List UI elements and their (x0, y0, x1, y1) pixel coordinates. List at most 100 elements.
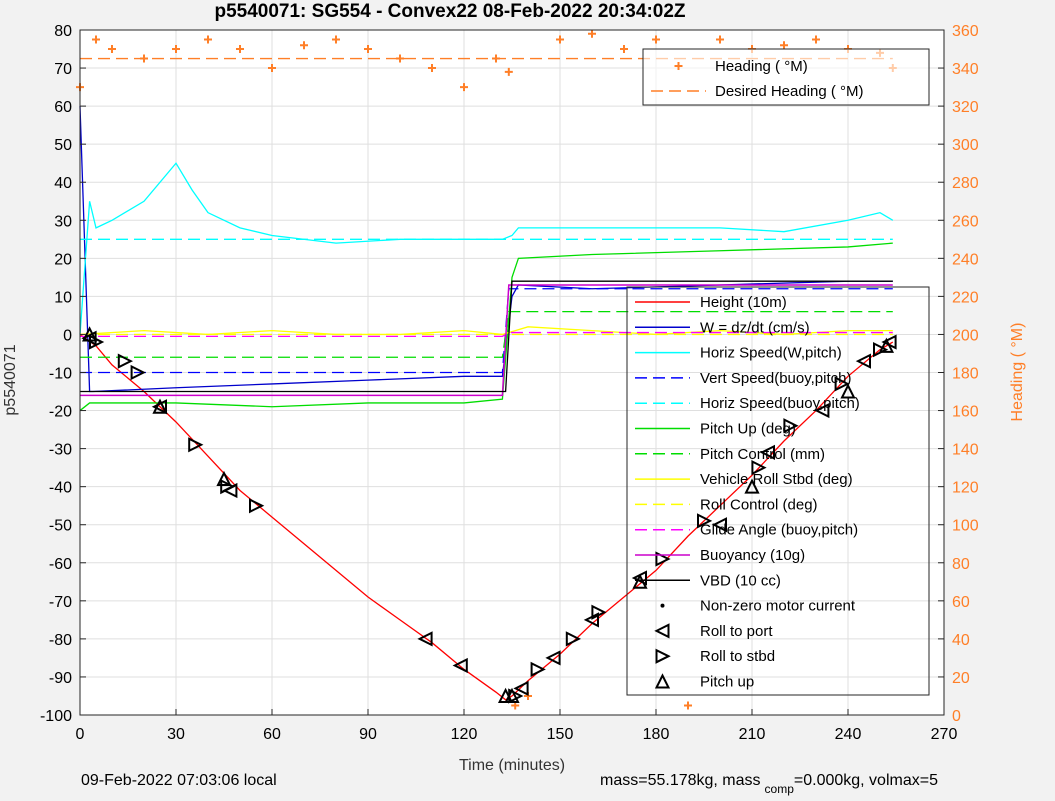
heading-point (300, 41, 308, 50)
roll-stbd-marker (783, 418, 799, 434)
roll-port-marker (513, 680, 529, 696)
y-tick-label: 70 (54, 61, 72, 78)
heading-point (716, 35, 724, 44)
roll-stbd-marker (130, 364, 146, 381)
roll-stbd-marker (117, 353, 134, 369)
x-tick-label: 30 (167, 726, 185, 743)
heading-point (812, 35, 820, 44)
pitch-up-marker (504, 687, 520, 703)
legend-main-label: VBD (10 cc) (700, 572, 781, 589)
y2-tick-label: 160 (952, 404, 979, 421)
heading-point (236, 45, 244, 54)
y-tick-label: 80 (54, 23, 72, 40)
heading-point (780, 41, 788, 50)
y2-tick-label: 320 (952, 99, 979, 116)
y-tick-label: -70 (49, 594, 72, 611)
roll-stbd-marker (591, 604, 607, 620)
legend-main-label: Horiz Speed(buoy,pitch) (700, 395, 860, 412)
bottom-axis-ticks: 0 30 60 90 120 150 180 210 240 270 (76, 709, 958, 743)
y2-tick-label: 300 (952, 137, 979, 154)
pitch-up-marker (878, 337, 895, 353)
series-layer (76, 29, 897, 710)
pitch-up-marker (840, 383, 856, 399)
legend-main-label: Vert Speed(buoy,pitch) (700, 370, 851, 387)
series-height (79, 333, 894, 701)
series-vbd (80, 280, 893, 393)
roll-port-marker (452, 657, 468, 674)
y2-tick-label: 180 (952, 366, 979, 383)
pitch-up-marker (216, 470, 232, 487)
y2-tick-label: 340 (952, 61, 979, 78)
y-tick-label: 50 (54, 137, 72, 154)
roll-stbd-marker (249, 498, 265, 514)
footer-mass: mass=55.178kg, mass comp=0.000kg, volmax=… (600, 772, 938, 796)
roll-stbd-marker (530, 661, 546, 677)
heading-point (556, 35, 564, 44)
y-tick-label: 10 (54, 289, 72, 306)
heading-point (588, 29, 596, 38)
roll-port-marker (545, 650, 561, 666)
y2-tick-label: 80 (952, 556, 970, 573)
legend-main-label: Roll to port (700, 623, 773, 640)
legend-main-label: Pitch Up (deg) (700, 421, 796, 438)
series-pitch-up (79, 242, 893, 412)
heading-point (332, 35, 340, 44)
y-tick-label: -30 (49, 442, 72, 459)
y2-tick-label: 140 (952, 442, 979, 459)
roll-port-marker (151, 399, 167, 415)
x-tick-label: 270 (931, 726, 958, 743)
roll-port-marker (417, 631, 433, 647)
legend-main-label: Glide Angle (buoy,pitch) (700, 522, 858, 539)
roll-port-marker (814, 402, 830, 419)
pitch-up-marker (152, 398, 168, 414)
pitch-up-marker (744, 478, 760, 494)
series-buoy (80, 284, 893, 397)
legend-sample-plus (674, 62, 683, 70)
x-tick-label: 0 (76, 726, 85, 743)
heading-point (364, 45, 372, 54)
y-tick-label: 40 (54, 175, 72, 192)
y2-tick-label: 0 (952, 708, 961, 725)
roll-stbd-marker (655, 551, 671, 567)
right-axis-ticks: 0 20 40 60 80 100 120 140 160 180 200 220 240 260 280 3… (938, 23, 979, 725)
heading-point (652, 35, 660, 44)
heading-point (204, 35, 212, 44)
heading-point (428, 64, 436, 73)
x-axis-label: Time (minutes) (459, 757, 565, 774)
y2-tick-label: 220 (952, 289, 979, 306)
heading-point (268, 64, 276, 73)
y-tick-label: 30 (54, 213, 72, 230)
y2-axis-label: Heading ( °M) (1009, 323, 1026, 422)
legend-main-label: Pitch up (700, 674, 754, 691)
heading-point (504, 67, 513, 76)
legend-main-label: W = dz/dt (cm/s) (700, 319, 810, 336)
y-tick-label: 20 (54, 251, 72, 268)
y-tick-label: -90 (49, 670, 72, 687)
legend-main-label: Vehicle Roll Stbd (deg) (700, 471, 853, 488)
x-tick-label: 210 (739, 726, 766, 743)
legend-main-label: Buoyancy (10g) (700, 547, 805, 564)
y-tick-label: -10 (49, 366, 72, 383)
x-tick-label: 90 (359, 726, 377, 743)
y-tick-label: -80 (49, 632, 72, 649)
legend-heading-label: Heading ( °M) (715, 58, 808, 75)
y-axis-label: p5540071 (2, 344, 19, 415)
footer-mass-text: mass=55.178kg, mass (600, 772, 761, 789)
roll-stbd-marker (834, 376, 850, 392)
legend-heading-label: Desired Heading ( °M) (715, 83, 864, 100)
chart-title: p5540071: SG554 - Convex22 08-Feb-2022 2… (214, 1, 685, 22)
x-tick-label: 60 (263, 726, 281, 743)
roll-stbd-marker (188, 437, 204, 453)
legend-sample-marker (654, 673, 671, 689)
legend-main-label: Horiz Speed(W,pitch) (700, 345, 842, 362)
legend-sample-marker (655, 648, 671, 664)
series-horiz-w (79, 162, 894, 335)
footer-mass-sub: comp (764, 782, 794, 796)
heading-point (620, 45, 628, 54)
y-tick-label: 60 (54, 99, 72, 116)
roll-port-marker (759, 444, 775, 461)
roll-stbd-marker (697, 513, 713, 529)
legend-main-label: Height (10m) (700, 294, 787, 311)
x-tick-label: 180 (643, 726, 670, 743)
